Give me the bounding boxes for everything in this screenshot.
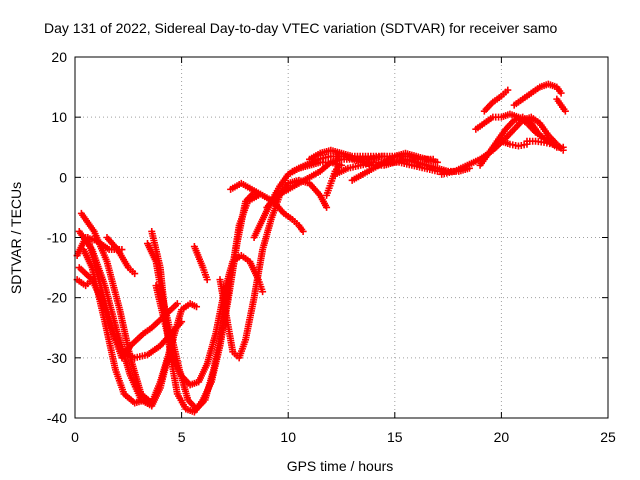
data-point <box>555 143 563 151</box>
axis-ticks <box>74 56 609 419</box>
series-arc-27 <box>497 137 531 150</box>
data-point <box>557 89 565 97</box>
data-point <box>433 158 441 166</box>
series-arc-18 <box>306 146 388 163</box>
series-arc-28 <box>523 137 563 151</box>
y-tick-label: 20 <box>51 49 67 65</box>
data-point <box>299 227 307 235</box>
y-tick-labels: -40 -30 -20 -10 0 10 20 <box>47 49 67 426</box>
x-tick-label: 25 <box>600 429 616 445</box>
data-point <box>88 276 96 284</box>
series-arc-11 <box>152 252 267 389</box>
series-arc-12 <box>190 243 211 284</box>
data-point <box>504 86 512 94</box>
y-axis-label: SDTVAR / TECUs <box>8 182 24 294</box>
x-tick-label: 20 <box>494 429 510 445</box>
y-tick-label: 0 <box>59 169 67 185</box>
data-point <box>141 396 149 404</box>
series-arc-21 <box>348 149 441 184</box>
series-arc-8 <box>73 276 96 290</box>
series-arc-7 <box>103 234 139 278</box>
data-point <box>335 161 343 169</box>
y-tick-label: 10 <box>51 109 67 125</box>
x-tick-label: 15 <box>387 429 403 445</box>
data-point <box>131 270 139 278</box>
series-arc-20 <box>323 161 343 199</box>
series-arc-25 <box>510 80 565 109</box>
data-series <box>73 80 569 416</box>
x-axis-label: GPS time / hours <box>287 458 394 474</box>
y-tick-label: -20 <box>47 290 67 306</box>
x-tick-label: 0 <box>71 429 79 445</box>
data-point <box>323 203 331 211</box>
series-arc-14 <box>227 179 307 235</box>
x-tick-labels: 0 5 10 15 20 25 <box>71 429 616 445</box>
series-arc-19 <box>331 158 452 178</box>
series-arc-5 <box>75 264 186 362</box>
data-point <box>259 288 267 296</box>
data-point <box>193 303 201 311</box>
y-tick-label: -40 <box>47 410 67 426</box>
data-point <box>380 152 388 160</box>
series-arc-29 <box>553 95 569 115</box>
series-arc-13 <box>216 176 331 362</box>
data-point <box>178 318 186 326</box>
data-point <box>561 107 569 115</box>
x-tick-label: 5 <box>178 429 186 445</box>
y-tick-label: -10 <box>47 230 67 246</box>
data-point <box>173 300 181 308</box>
y-tick-label: -30 <box>47 350 67 366</box>
series-arc-26 <box>480 86 512 115</box>
x-tick-label: 10 <box>280 429 296 445</box>
data-point <box>203 276 211 284</box>
chart-title: Day 131 of 2022, Sidereal Day-to-day VTE… <box>44 20 557 36</box>
